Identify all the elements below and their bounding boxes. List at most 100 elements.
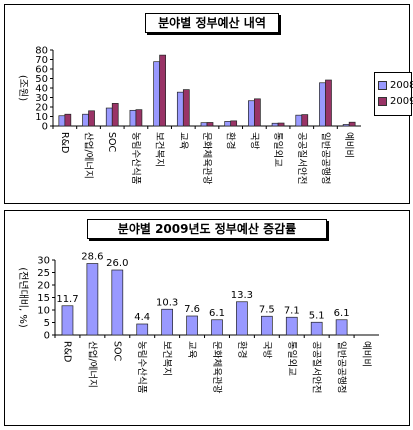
chart2-data-label: 4.4 [134, 312, 150, 323]
legend-swatch-2008 [378, 80, 387, 90]
legend-item-2008: 2008 [378, 79, 413, 91]
chart1-x-tick-label: 문화체육관광 [201, 132, 213, 185]
chart2-bar-value [236, 301, 248, 336]
chart1-x-tick-label: 산업/에너지 [83, 132, 95, 179]
chart2-y-tick-label: 30 [37, 256, 50, 267]
chart2-bar-value [136, 323, 149, 336]
chart1-x-tick-label: 통일외교 [272, 132, 284, 167]
chart1-bar-2008 [224, 121, 232, 127]
chart1-bar-2008 [342, 124, 350, 127]
chart2-data-label: 6.1 [209, 308, 225, 319]
chart1-bar-2009 [182, 89, 190, 127]
chart2-data-label: 6.1 [334, 308, 350, 319]
budget-chart-panel: 분야별 정부예산 내역 0 10 20 30 40 50 60 70 80 (조원) R&D 산업/에… [4, 4, 413, 204]
chart1-bar-2009 [230, 120, 238, 127]
chart1-x-tick-label: 환경 [225, 132, 237, 149]
chart2-x-tick-label: 통일외교 [286, 341, 298, 376]
chart2-bar-value [86, 263, 99, 336]
chart1-bar-2009 [277, 122, 285, 127]
chart2-data-label: 13.3 [231, 290, 253, 301]
chart1-y-tick-label: 30 [35, 93, 48, 104]
chart2-bar-value [335, 319, 348, 336]
chart2-title: 분야별 2009년도 정부예산 증감률 [87, 219, 327, 239]
chart1-x-tick-label: 공공질서안전 [296, 132, 308, 184]
chart2-x-tick-label: 국방 [261, 341, 272, 359]
chart1-title: 분야별 정부예산 내역 [145, 13, 279, 33]
chart2-bar-value [260, 315, 273, 336]
chart1-bar-2009 [64, 113, 72, 127]
chart1-bar-2009 [135, 109, 143, 127]
chart1-bar-2009 [254, 98, 261, 127]
chart1-bar-2009 [159, 54, 166, 127]
chart1-x-tick-label: SOC [106, 132, 117, 153]
chart1-y-tick-label: 40 [35, 84, 48, 95]
chart2-data-label: 26.0 [106, 258, 128, 269]
chart1-bar-2009 [348, 121, 356, 127]
chart1-x-tick-label: 일반공공행정 [319, 132, 331, 184]
chart1-bar-2008 [295, 114, 303, 127]
legend-label-2008: 2008 [390, 79, 413, 91]
chart2-bar-value [186, 315, 198, 336]
legend-label-2009: 2009 [390, 95, 413, 107]
chart1-x-tick-label: 교육 [177, 132, 188, 150]
chart2-bar-value [310, 321, 323, 336]
chart1-y-tick-label: 20 [35, 103, 48, 114]
chart2-bar-value [285, 316, 298, 336]
chart2-data-label: 28.6 [81, 252, 103, 263]
chart1-bar-2009 [88, 110, 95, 127]
chart2-x-tick-label: R&D [61, 341, 72, 362]
chart1-x-tick-label: 농림수산식품 [130, 132, 142, 185]
chart1-bar-2008 [200, 122, 208, 127]
chart1-bar-2008 [319, 82, 326, 127]
chart2-x-tick-label: 교육 [186, 341, 197, 359]
chart2-data-label: 10.3 [156, 297, 178, 308]
legend-item-2009: 2009 [378, 95, 413, 107]
chart1-bar-2009 [301, 114, 309, 127]
chart2-x-tick-label: 공공질서안전 [311, 341, 323, 393]
chart2-bar-value [111, 269, 124, 336]
chart2-x-tick-label: 농림수산식품 [136, 341, 148, 394]
chart2-data-label: 11.7 [56, 294, 78, 305]
chart1-bar-2008 [129, 109, 137, 127]
chart1-y-tick-label: 50 [35, 74, 48, 85]
chart1-y-axis-label: (조원) [17, 75, 29, 101]
chart1-y-tick-label: 80 [35, 46, 48, 57]
chart1-bar-2008 [248, 100, 255, 127]
chart1-x-tick-label: 예비비 [343, 132, 354, 158]
chart1-y-tick-label: 0 [42, 122, 48, 133]
chart2-y-tick-label: 5 [44, 318, 50, 329]
chart2-data-label: 7.5 [259, 304, 275, 315]
chart1-bar-2009 [325, 79, 332, 127]
chart1-x-tick-label: R&D [59, 132, 70, 153]
chart2-bar-value [161, 308, 174, 336]
chart2-x-tick-label: SOC [111, 341, 122, 362]
chart1-y-tick-label: 70 [35, 55, 48, 66]
chart2-y-tick-label: 10 [37, 306, 50, 317]
chart1-bar-2008 [271, 122, 279, 127]
chart2-data-label: 5.1 [309, 310, 325, 321]
chart2-y-tick-label: 25 [37, 268, 50, 279]
chart1-y-tick-label: 60 [35, 65, 48, 76]
chart1-bar-2008 [105, 107, 113, 127]
chart2-x-tick-label: 일반공공행정 [336, 341, 348, 393]
chart2-x-tick-label: 문화체육관광 [211, 341, 223, 394]
chart1-x-tick-label: 보건복지 [154, 132, 165, 167]
chart2-x-tick-label: 보건복지 [161, 341, 172, 376]
chart2-data-label: 7.6 [184, 304, 200, 315]
chart2-y-tick-label: 15 [37, 293, 50, 304]
chart2-bar-value [61, 305, 74, 336]
chart1-bar-2008 [58, 115, 66, 127]
chart1-bar-2009 [111, 103, 119, 127]
chart2-x-tick-label: 산업/에너지 [86, 341, 98, 388]
growth-chart-panel: 분야별 2009년도 정부예산 증감률 0 5 10 15 20 25 30 (전년대비, %… [4, 210, 410, 426]
chart2-y-axis-label: (전년대비, %) [17, 267, 29, 328]
chart1-bar-2008 [176, 91, 184, 127]
chart2-x-tick-label: 환경 [236, 341, 248, 358]
chart2-y-tick-label: 20 [37, 281, 50, 292]
chart2-data-label: 7.1 [284, 305, 300, 316]
legend-swatch-2009 [378, 96, 387, 106]
chart2-y-tick-label: 0 [44, 331, 50, 342]
chart1-bar-2009 [206, 122, 214, 127]
chart1-x-tick-label: 국방 [248, 132, 259, 150]
